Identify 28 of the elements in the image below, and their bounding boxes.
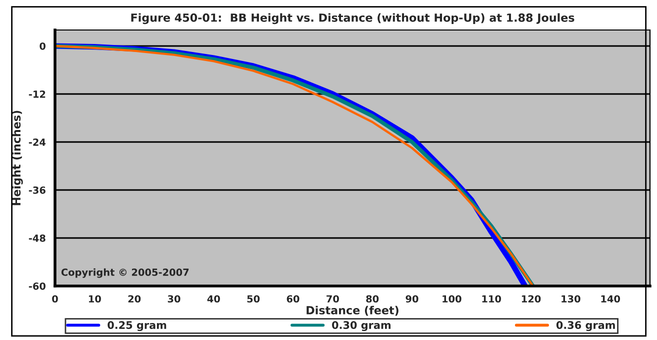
x-tick-label: 40 [207, 295, 220, 303]
x-tick-label: 90 [406, 295, 418, 303]
legend-label: 0.30 gram [332, 321, 391, 332]
x-tick-label: 130 [562, 295, 580, 303]
y-tick-label: -48 [28, 234, 46, 242]
x-tick-label: 100 [442, 295, 462, 303]
x-tick-label: 30 [168, 295, 180, 303]
y-axis-title: Height (inches) [12, 110, 23, 206]
x-tick-label: 10 [89, 295, 101, 303]
x-tick-label: 70 [326, 295, 339, 303]
y-tick-label: 0 [40, 42, 46, 50]
y-tick-label: -24 [28, 138, 46, 146]
y-tick-label: -60 [28, 282, 46, 290]
legend-label: 0.36 gram [556, 321, 615, 332]
x-tick-label: 50 [247, 295, 260, 303]
legend-label: 0.25 gram [108, 321, 166, 332]
x-tick-label: 0 [52, 295, 58, 303]
x-tick-label: 110 [482, 295, 502, 303]
x-tick-label: 80 [366, 295, 379, 303]
x-tick-label: 140 [601, 295, 620, 303]
x-tick-label: 20 [128, 295, 141, 303]
x-axis-title: Distance (feet) [306, 306, 398, 316]
y-tick-label: -36 [28, 186, 46, 194]
x-tick-label: 60 [286, 295, 300, 303]
annotation: Copyright © 2005-2007 [61, 268, 189, 278]
chart-title: Figure 450-01: BB Height vs. Distance (without Hop-Up) at 1.88 Joules [131, 13, 574, 24]
y-tick-label: -12 [28, 90, 46, 98]
x-tick-label: 120 [522, 295, 541, 303]
